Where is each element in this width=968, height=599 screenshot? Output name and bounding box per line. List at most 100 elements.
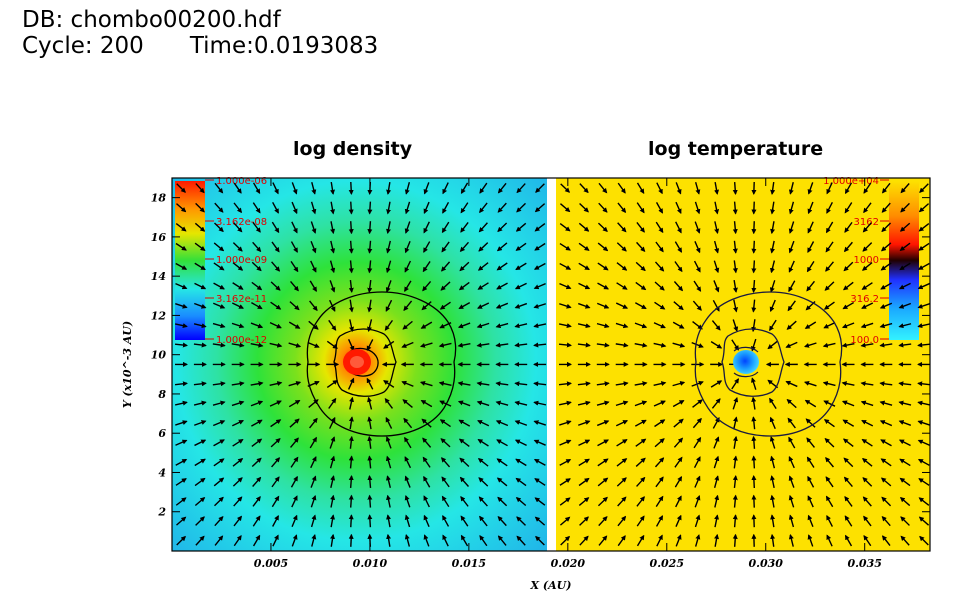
temperature-velocity-arrow: [823, 400, 836, 407]
temperature-velocity-arrow: [804, 342, 817, 348]
density-velocity-arrow: [194, 439, 207, 447]
density-velocity-arrow: [514, 282, 527, 290]
temperature-velocity-arrow: [751, 240, 757, 254]
temperature-velocity-arrow: [675, 534, 682, 547]
temperature-velocity-arrow: [751, 299, 757, 313]
density-velocity-arrow: [367, 260, 373, 274]
density-velocity-arrow: [401, 341, 414, 348]
x-tick-label: 0.010: [353, 557, 388, 570]
density-velocity-arrow: [194, 262, 206, 271]
density-velocity-arrow: [212, 342, 226, 348]
density-velocity-arrow: [404, 221, 411, 234]
density-velocity-arrow: [310, 260, 317, 273]
density-velocity-arrow: [476, 400, 490, 407]
density-velocity-arrow: [308, 320, 319, 330]
temperature-velocity-arrow: [654, 438, 665, 448]
density-velocity-arrow: [460, 515, 469, 527]
density-velocity-arrow: [386, 533, 392, 547]
temperature-velocity-arrow: [654, 301, 666, 310]
density-velocity-arrow: [251, 281, 263, 291]
temperature-velocity-arrow: [634, 322, 648, 329]
temperature-velocity-arrow: [804, 381, 817, 387]
temperature-velocity-arrow: [579, 202, 589, 213]
temperature-velocity-arrow: [898, 420, 912, 426]
temperature-velocity-arrow: [559, 497, 571, 506]
density-velocity-arrow: [233, 535, 242, 547]
temperature-velocity-arrow: [918, 242, 930, 251]
density-velocity-arrow: [476, 381, 490, 387]
temperature-velocity-arrow: [617, 515, 627, 527]
temperature-velocity-arrow: [711, 320, 721, 331]
temperature-velocity-arrow: [917, 400, 930, 406]
temperature-velocity-arrow: [693, 260, 701, 273]
temperature-velocity-arrow: [880, 439, 892, 447]
core-contour-top: [733, 346, 759, 353]
temperature-velocity-arrow: [751, 475, 757, 489]
density-velocity-arrow: [328, 397, 337, 409]
temperature-velocity-arrow: [636, 476, 646, 487]
temperature-velocity-arrow: [917, 323, 930, 329]
temperature-velocity-arrow: [675, 201, 682, 215]
density-velocity-arrow: [516, 516, 526, 526]
density-velocity-arrow: [422, 456, 431, 468]
y-tick-label: 6: [158, 427, 166, 440]
temperature-velocity-arrow: [860, 322, 874, 329]
temperature-velocity-arrow: [578, 222, 590, 232]
x-tick-label: 0.035: [847, 557, 881, 570]
temperature-velocity-arrow: [579, 535, 589, 546]
temperature-velocity-arrow: [899, 458, 911, 467]
density-colorbar-label: 1.000e-06: [216, 176, 267, 187]
density-velocity-arrow: [439, 400, 452, 407]
density-velocity-arrow: [289, 418, 300, 428]
temperature-velocity-arrow: [656, 182, 663, 195]
density-velocity-arrow: [404, 494, 411, 508]
density-velocity-arrow: [534, 478, 546, 486]
temperature-velocity-arrow: [919, 183, 929, 193]
temperature-velocity-arrow: [787, 417, 796, 429]
density-velocity-arrow: [176, 535, 186, 546]
temperature-velocity-arrow: [558, 381, 572, 387]
temperature-velocity-arrow: [694, 475, 701, 488]
temperature-velocity-arrow: [823, 419, 835, 428]
temperature-velocity-arrow: [842, 281, 854, 291]
temperature-velocity-arrow: [900, 202, 910, 213]
temperature-velocity-arrow: [733, 416, 738, 430]
temperature-velocity-arrow: [691, 341, 704, 348]
density-velocity-arrow: [174, 342, 188, 348]
density-velocity-arrow: [404, 182, 411, 195]
temperature-velocity-arrow: [879, 381, 893, 387]
density-velocity-arrow: [252, 534, 261, 547]
temperature-velocity-arrow: [617, 496, 627, 507]
density-velocity-arrow: [311, 182, 317, 195]
temperature-velocity-arrow: [635, 438, 647, 447]
temperature-velocity-arrow: [713, 455, 720, 469]
temperature-colorbar-label: 3162: [854, 217, 879, 228]
density-velocity-arrow: [422, 261, 431, 273]
temperature-velocity-arrow: [861, 262, 873, 271]
temperature-velocity-arrow: [673, 437, 684, 448]
density-velocity-arrow: [403, 300, 413, 312]
density-velocity-arrow: [533, 420, 547, 426]
temperature-velocity-arrow: [861, 457, 873, 467]
density-velocity-arrow: [175, 222, 187, 232]
density-velocity-arrow: [233, 496, 243, 507]
density-velocity-arrow: [404, 201, 411, 215]
density-velocity-arrow: [459, 457, 470, 468]
temperature-velocity-arrow: [881, 182, 891, 194]
temperature-velocity-arrow: [655, 202, 664, 214]
temperature-velocity-arrow: [694, 241, 701, 254]
temperature-velocity-arrow: [844, 534, 853, 547]
density-velocity-arrow: [533, 381, 547, 387]
density-velocity-arrow: [349, 396, 354, 410]
temperature-velocity-arrow: [672, 381, 686, 387]
temperature-velocity-arrow: [826, 182, 833, 195]
core-contour-bottom: [733, 371, 759, 378]
density-velocity-arrow: [515, 477, 527, 487]
density-velocity-arrow: [367, 279, 373, 293]
density-velocity-arrow: [251, 457, 262, 468]
density-velocity-arrow: [515, 458, 527, 467]
temperature-velocity-arrow: [861, 438, 873, 447]
temperature-velocity-arrow: [788, 456, 795, 469]
density-velocity-arrow: [514, 302, 528, 309]
density-velocity-arrow: [348, 455, 354, 469]
